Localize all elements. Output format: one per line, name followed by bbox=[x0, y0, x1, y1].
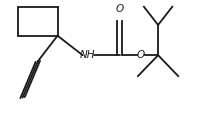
Text: O: O bbox=[137, 50, 145, 60]
Text: NH: NH bbox=[79, 50, 95, 60]
Text: O: O bbox=[116, 4, 124, 14]
